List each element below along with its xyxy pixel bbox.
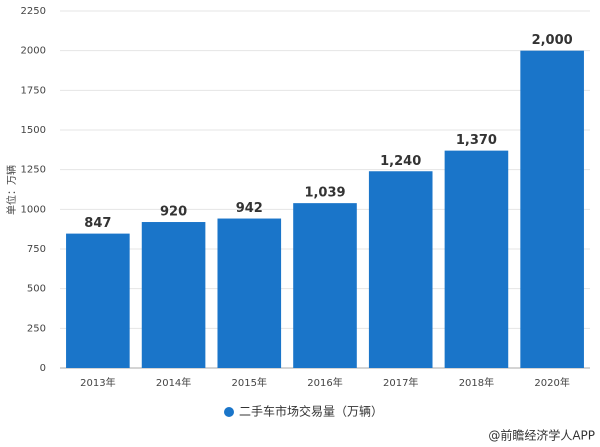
bar: [444, 150, 509, 368]
value-label: 1,039: [304, 186, 345, 201]
y-tick-label: 1250: [21, 165, 46, 176]
legend-label: 二手车市场交易量（万辆）: [239, 404, 383, 419]
x-tick-label: 2020年: [534, 376, 569, 389]
y-tick-label: 1750: [21, 85, 46, 96]
x-tick-label: 2014年: [156, 376, 191, 389]
value-label: 1,240: [380, 154, 421, 169]
value-label: 847: [84, 216, 111, 231]
value-label: 920: [160, 205, 187, 220]
value-label: 1,370: [456, 133, 497, 148]
x-tick-label: 2017年: [383, 376, 418, 389]
y-tick-label: 1000: [21, 204, 46, 215]
x-tick-label: 2016年: [307, 376, 342, 389]
x-tick-label: 2018年: [459, 376, 494, 389]
y-tick-label: 250: [27, 323, 46, 334]
y-tick-label: 500: [27, 284, 46, 295]
y-tick-label: 0: [40, 363, 46, 374]
bar: [217, 218, 282, 368]
bar: [293, 203, 357, 368]
y-tick-label: 1500: [21, 125, 46, 136]
y-tick-label: 2250: [21, 6, 46, 17]
bar: [66, 233, 130, 368]
bar: [368, 171, 433, 368]
bar: [141, 222, 206, 368]
bar: [520, 50, 584, 369]
y-tick-label: 750: [27, 244, 46, 255]
credit: @前瞻经济学人APP: [488, 428, 595, 443]
y-axis-label: 单位：万辆: [5, 165, 18, 215]
y-tick-label: 2000: [21, 46, 46, 57]
x-tick-label: 2015年: [232, 376, 267, 389]
legend-marker: [224, 407, 234, 417]
value-label: 2,000: [532, 33, 573, 48]
value-label: 942: [236, 201, 263, 216]
x-tick-label: 2013年: [80, 376, 115, 389]
